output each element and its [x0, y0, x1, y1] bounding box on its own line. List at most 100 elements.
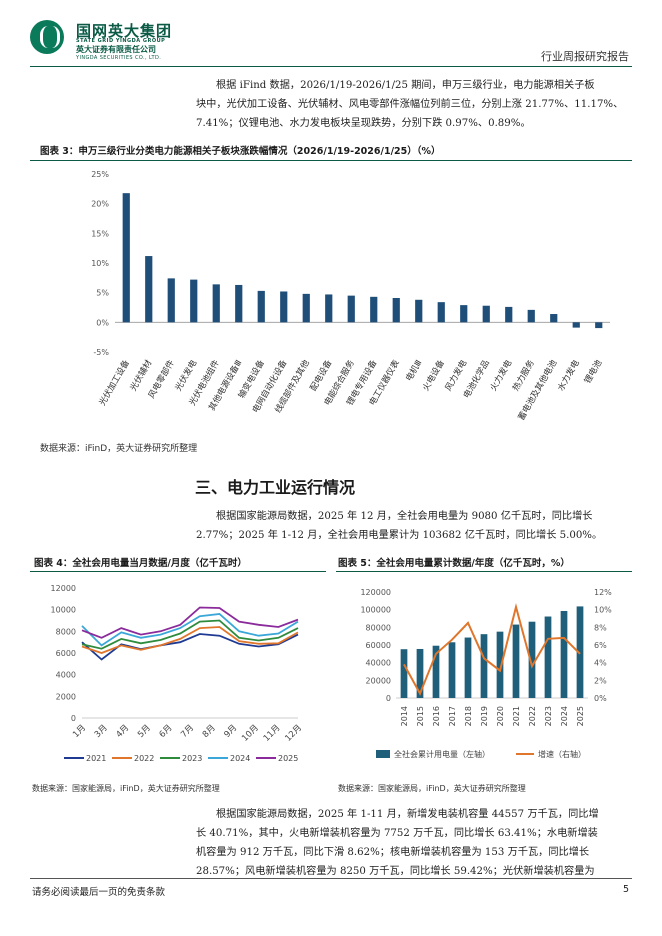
y-tick-label: -5% [93, 348, 109, 357]
y-tick-label: 0% [96, 318, 109, 327]
intro-line: 7.41%；仪锂电池、水力发电板块呈现跌势，分别下跌 0.97%、0.89%。 [196, 118, 531, 129]
y-left-tick-label: 60000 [366, 641, 391, 650]
y-left-tick-label: 100000 [360, 606, 391, 615]
y-tick-label: 15% [91, 229, 109, 238]
capacity-line: 根据国家能源局数据，2025 年 1-11 月，新增发电装机容量 44557 万… [216, 809, 599, 820]
y-tick-label: 4000 [56, 671, 76, 680]
figure4-line-chart: 0 2000 4000 6000 8000 10000 12000 1月 3月 4月 5月 6月 7月 8… [51, 584, 305, 763]
y-tick-label: 12000 [51, 584, 76, 593]
y-tick-label: 6000 [56, 649, 76, 658]
x-tick-label: 光伏加工设备 [97, 358, 132, 408]
bar [595, 322, 603, 329]
bar [528, 621, 536, 698]
y-right-tick-label: 2% [594, 676, 607, 685]
bar [576, 606, 584, 698]
bar [392, 298, 400, 323]
y-tick-label: 20% [91, 200, 109, 209]
y-right-tick-label: 10% [594, 606, 612, 615]
bar [416, 648, 424, 698]
figure4-source: 数据来源：国家能源局，iFinD，英大证券研究所整理 [32, 784, 220, 793]
legend-label: 增速（右轴） [538, 749, 586, 759]
intro-line: 根据 iFind 数据，2026/1/19-2026/1/25 期间，申万三级行… [216, 80, 595, 91]
figure5-combo-chart: 0 20000 40000 60000 80000 100000 120000 0% 2% 4% 6… [360, 588, 612, 759]
bar [400, 649, 408, 698]
bar [482, 305, 490, 323]
x-tick-label: 9月 [222, 723, 239, 740]
logo-text-en: STATE GRID YINGDA GROUP [76, 38, 166, 44]
page-number: 5 [622, 884, 629, 895]
electricity-line: 根据国家能源局数据，2025 年 12 月，全社会用电量为 9080 亿千瓦时，… [216, 511, 593, 522]
legend-swatch [376, 750, 390, 758]
y-right-tick-label: 0% [594, 694, 607, 703]
y-left-tick-label: 40000 [366, 659, 391, 668]
series-line-2024 [81, 613, 299, 647]
capacity-paragraph: 根据国家能源局数据，2025 年 1-11 月，新增发电装机容量 44557 万… [196, 805, 636, 881]
bar [464, 637, 472, 698]
y-tick-label: 0 [71, 714, 76, 723]
bar [145, 256, 153, 323]
series-line-2022 [81, 626, 299, 654]
figure3-source: 数据来源：iFinD，英大证券研究所整理 [40, 444, 198, 454]
intro-paragraph: 根据 iFind 数据，2026/1/19-2026/1/25 期间，申万三级行… [196, 76, 636, 133]
y-tick-label: 10000 [51, 606, 76, 615]
figure3-title-rule [30, 160, 632, 161]
x-tick-label: 10月 [240, 723, 261, 744]
figure5-source: 数据来源：国家能源局，iFinD，英大证券研究所整理 [338, 784, 526, 793]
y-left-tick-label: 80000 [366, 623, 391, 632]
legend-label: 2025 [278, 754, 298, 763]
x-tick-label: 2024 [560, 706, 569, 726]
x-tick-label: 2014 [400, 706, 409, 726]
y-left-tick-label: 0 [386, 694, 391, 703]
figure3-bar-chart: -5%0%5%10%15%20%25%光伏加工设备光伏辅材风电零部件光伏发电光伏… [91, 170, 610, 422]
bar [527, 309, 535, 323]
growth-line [403, 603, 581, 696]
bar [505, 306, 513, 323]
legend-label: 2021 [86, 754, 106, 763]
bar [302, 293, 310, 323]
legend-label: 2024 [230, 754, 250, 763]
bar [560, 610, 568, 698]
bar [432, 645, 440, 698]
bar [544, 616, 552, 698]
bar [122, 193, 130, 323]
bar [167, 278, 175, 323]
y-left-tick-label: 20000 [366, 676, 391, 685]
x-tick-label: 2022 [528, 706, 537, 726]
electricity-paragraph: 根据国家能源局数据，2025 年 12 月，全社会用电量为 9080 亿千瓦时，… [196, 507, 636, 545]
bar [415, 299, 423, 323]
x-tick-label: 水力发电 [555, 358, 582, 393]
series-line-2025 [81, 606, 299, 639]
bar [370, 296, 378, 323]
bar [235, 284, 243, 323]
bar [480, 634, 488, 698]
figure5-title: 图表 5：全社会用电量累计数据/年度（亿千瓦时，%） [338, 558, 570, 569]
logo-text-cn: 国网英大集团 [76, 22, 173, 40]
bar [496, 631, 504, 698]
x-tick-label: 2019 [480, 706, 489, 726]
x-tick-label: 8月 [201, 723, 218, 740]
x-tick-label: 5月 [136, 723, 153, 740]
x-tick-label: 7月 [179, 723, 196, 740]
figure4-title-rule [30, 571, 326, 572]
y-right-tick-label: 6% [594, 641, 607, 650]
logo-subtitle-en: YINGDA SECURITIES CO., LTD. [76, 55, 162, 61]
y-right-tick-label: 8% [594, 623, 607, 632]
intro-line: 块中，光伏加工设备、光伏辅材、风电零部件涨幅位列前三位，分别上涨 21.77%、… [196, 99, 624, 110]
bar [512, 624, 520, 698]
x-tick-label: 2015 [416, 706, 425, 726]
legend-label: 2023 [182, 754, 202, 763]
bar [257, 290, 265, 323]
bar [460, 305, 468, 323]
series-line-2023 [81, 619, 299, 650]
x-tick-label: 4月 [114, 723, 131, 740]
section-title: 三、电力工业运行情况 [195, 478, 356, 497]
figure4-title: 图表 4：全社会用电量当月数据/月度（亿千瓦时） [34, 558, 247, 569]
x-tick-label: 2023 [544, 706, 553, 726]
bar [448, 642, 456, 698]
bar [572, 322, 580, 328]
report-type: 行业周报研究报告 [541, 50, 629, 63]
electricity-line: 2.77%；2025 年 1-12 月，全社会用电量累计为 103682 亿千瓦… [196, 530, 603, 541]
logo-subtitle-cn: 英大证券有限责任公司 [76, 45, 156, 54]
x-tick-label: 2025 [576, 706, 585, 726]
capacity-line: 机容量为 912 万千瓦，同比下滑 8.62%；核电新增装机容量为 153 万千… [196, 847, 590, 858]
